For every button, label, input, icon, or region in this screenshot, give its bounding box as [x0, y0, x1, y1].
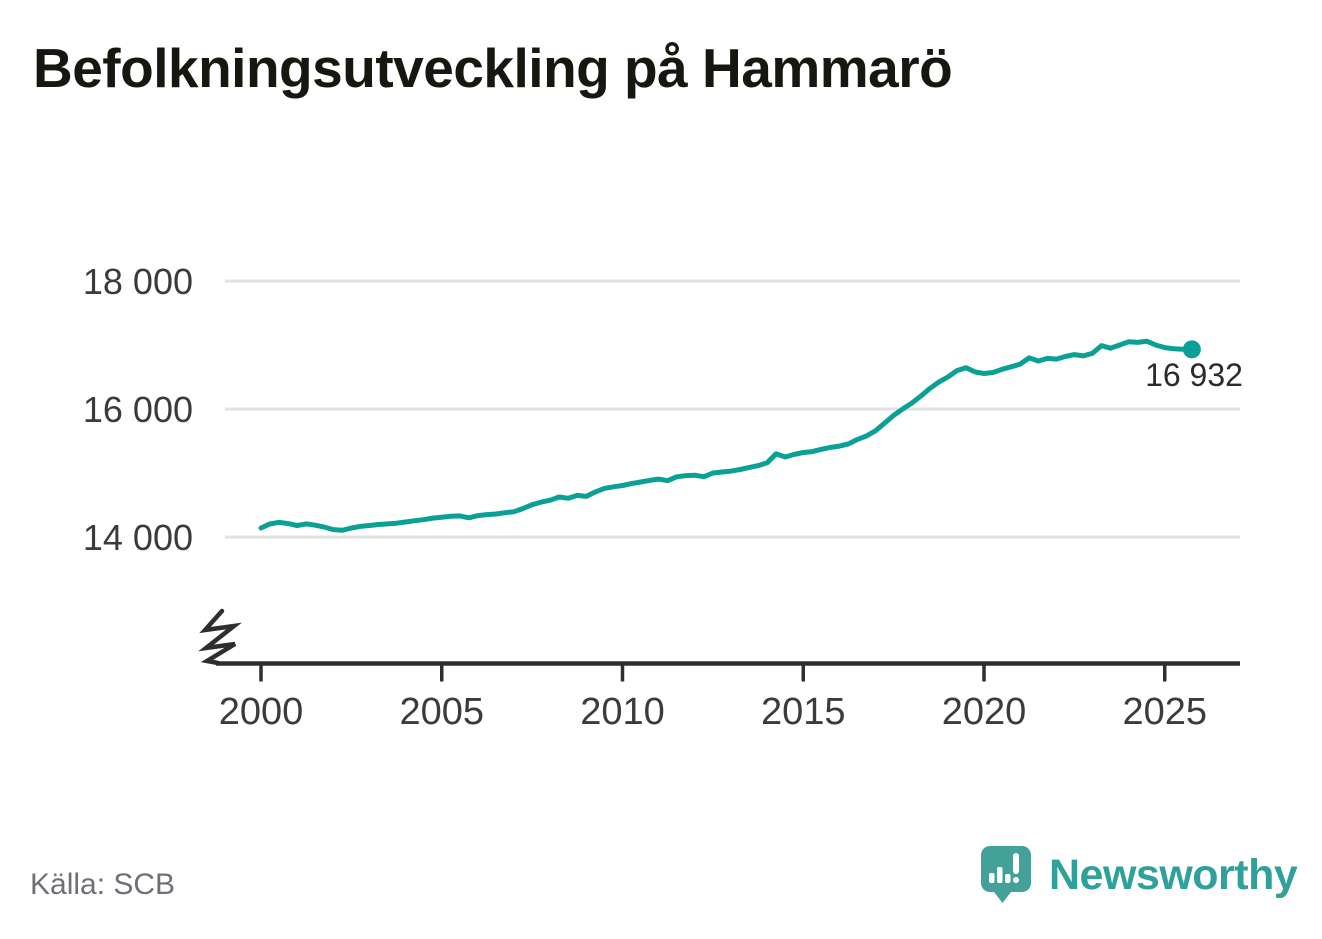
- x-tick-label-2020: 2020: [942, 691, 1027, 733]
- x-tick-label-2025: 2025: [1122, 691, 1207, 733]
- newsworthy-logo: Newsworthy: [980, 845, 1298, 905]
- y-tick-label-18000: 18 000: [83, 261, 193, 302]
- latest-value-dot: [1182, 340, 1201, 359]
- newsworthy-bar-chart-bubble-icon: [981, 846, 1031, 903]
- y-axis-break-icon: [198, 608, 242, 666]
- y-tick-label-14000: 14 000: [83, 517, 193, 558]
- x-tick-label-2005: 2005: [399, 691, 484, 733]
- x-tick-label-2000: 2000: [219, 691, 304, 733]
- source-label: Källa: SCB: [30, 868, 176, 901]
- latest-value-label: 16 932: [1145, 357, 1243, 393]
- y-tick-label-16000: 16 000: [83, 389, 193, 430]
- population-series-line: [258, 338, 1195, 533]
- chart-title: Befolkningsutveckling på Hammarö: [33, 37, 953, 99]
- x-tick-label-2010: 2010: [580, 691, 665, 733]
- x-tick-label-2015: 2015: [761, 691, 846, 733]
- newsworthy-wordmark: Newsworthy: [1049, 851, 1298, 899]
